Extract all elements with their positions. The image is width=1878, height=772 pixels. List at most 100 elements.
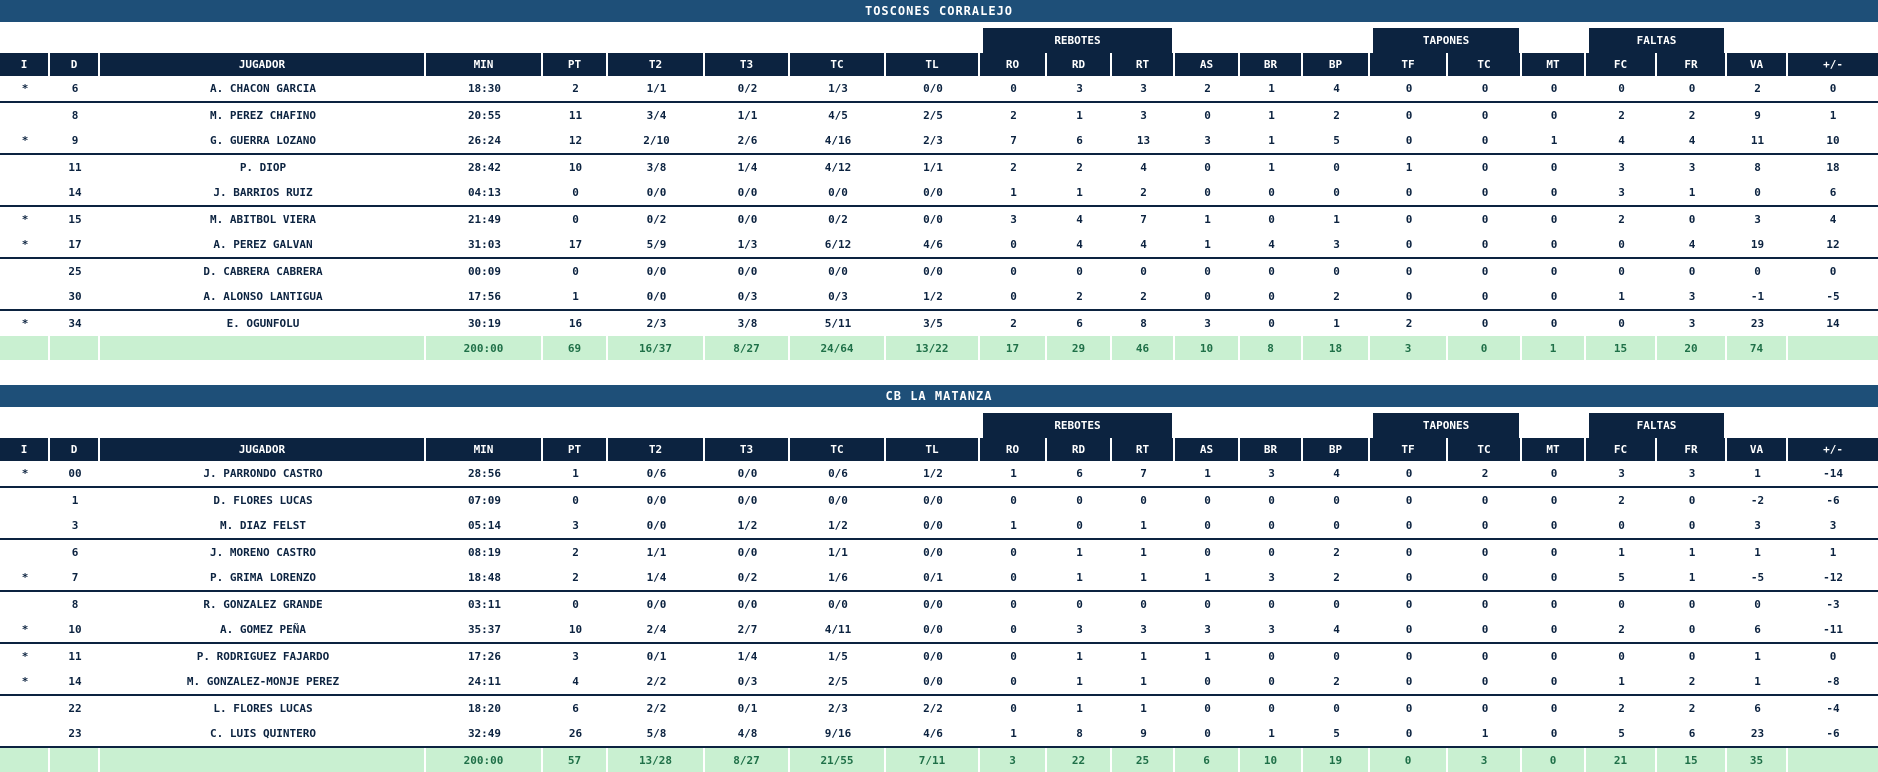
stat-cell: 5/8 xyxy=(608,721,705,748)
stat-cell: 1/3 xyxy=(705,232,790,259)
stat-cell: 1 xyxy=(1618,546,1625,559)
stat-cell: 7 xyxy=(980,128,1047,155)
column-header-fc-18: FC xyxy=(1586,53,1658,76)
stat-cell: 0/3 xyxy=(705,284,790,311)
totals-cell: 0 xyxy=(1370,748,1448,772)
totals-cell xyxy=(100,336,426,360)
totals-cell: 200:00 xyxy=(426,748,543,772)
stat-cell: 35:37 xyxy=(426,617,543,644)
stat-cell: 3 xyxy=(1688,317,1696,330)
column-header-plusminus-21: +/- xyxy=(1788,53,1878,76)
stat-cell: 0 xyxy=(1370,617,1448,644)
totals-cell: 21/55 xyxy=(790,748,886,772)
group-header-faltas: FALTAS xyxy=(1586,28,1728,53)
starter-cell: * xyxy=(0,461,50,488)
stat-cell: 2 xyxy=(1657,669,1728,696)
stat-cell: 0 xyxy=(1481,546,1489,559)
stat-cell: 0 xyxy=(572,213,579,226)
stat-cell: 1/2 xyxy=(886,284,980,311)
dorsal-cell: 7 xyxy=(50,565,100,592)
stat-cell: 6/12 xyxy=(790,232,886,259)
stat-cell: 0 xyxy=(1140,494,1147,507)
totals-cell: 8/27 xyxy=(705,336,790,360)
stat-cell: 7 xyxy=(1140,213,1147,226)
stat-cell: 00:09 xyxy=(467,265,502,278)
totals-cell xyxy=(0,336,50,360)
stat-cell: 0 xyxy=(1010,494,1017,507)
group-header-tapones: TAPONES xyxy=(1370,28,1523,53)
stat-cell: 3 xyxy=(1047,617,1112,644)
stat-cell: 0/0 xyxy=(923,494,943,507)
stat-cell: 3 xyxy=(543,513,608,540)
starter-cell: * xyxy=(21,317,29,330)
stat-cell: 4 xyxy=(1586,128,1658,155)
totals-cell: 20 xyxy=(1657,336,1728,360)
stat-cell: 2 xyxy=(1333,109,1340,122)
stat-cell: 0 xyxy=(1522,617,1587,644)
column-header-bp-14: BP xyxy=(1303,53,1370,76)
player-row: * 14 M. GONZALEZ-MONJE PEREZ 24:11 4 2/2 0/3 2/… xyxy=(0,669,1878,696)
totals-cell: 13/28 xyxy=(608,748,705,772)
player-row: * 11 P. RODRIGUEZ FAJARDO 17:26 3 0/1 1/4 1/5 0/… xyxy=(0,644,1878,669)
stat-cell: 3 xyxy=(1303,232,1370,259)
stat-cell: 10 xyxy=(1788,128,1878,155)
totals-cell: 21 xyxy=(1586,748,1658,772)
totals-cell xyxy=(50,748,100,772)
stat-cell: 2 xyxy=(1010,161,1017,174)
player-name-cell: D. FLORES LUCAS xyxy=(213,494,313,507)
stat-cell: 18:48 xyxy=(426,565,543,592)
stat-cell: 1 xyxy=(980,180,1047,207)
stat-cell: 4 xyxy=(543,669,608,696)
stat-cell: 0 xyxy=(980,284,1047,311)
stat-cell: 0 xyxy=(1481,598,1489,611)
player-row: * 17 A. PEREZ GALVAN 31:03 17 5/9 1/3 6/12 4/6 0 4… xyxy=(0,232,1878,259)
stat-cell: 0/2 xyxy=(705,76,790,103)
stat-cell: 0/0 xyxy=(886,513,980,540)
group-header-faltas: FALTAS xyxy=(1586,413,1728,438)
stat-cell: 2 xyxy=(543,76,608,103)
starter-cell: * xyxy=(0,669,50,696)
dorsal-cell: 34 xyxy=(68,317,82,330)
group-header-row: REBOTES TAPONES FALTAS xyxy=(0,28,1878,53)
player-name-cell: A. ALONSO LANTIGUA xyxy=(100,284,426,311)
stat-cell: 03:11 xyxy=(467,598,502,611)
column-header-rd-10: RD xyxy=(1047,53,1112,76)
team-2-name: CB LA MATANZA xyxy=(885,389,993,403)
totals-cell: 0 xyxy=(1448,336,1523,360)
stat-cell: 0 xyxy=(1010,702,1017,715)
stat-cell: 0 xyxy=(1481,317,1489,330)
totals-cell xyxy=(100,748,426,772)
stat-cell: 0 xyxy=(1268,598,1275,611)
column-header-plusminus-21: +/- xyxy=(1788,438,1878,461)
stat-cell: 0 xyxy=(1010,546,1017,559)
dorsal-cell: 17 xyxy=(50,232,100,259)
stat-cell: 4/11 xyxy=(790,617,886,644)
stat-cell: 1 xyxy=(1047,180,1112,207)
stat-cell: 0 xyxy=(1370,721,1448,748)
stat-cell: 0 xyxy=(1204,546,1211,559)
stat-cell: 4/6 xyxy=(886,232,980,259)
stat-cell: 0 xyxy=(1405,650,1413,663)
stat-cell: 0 xyxy=(1522,513,1587,540)
totals-cell xyxy=(1788,336,1878,360)
player-name-cell: M. GONZALEZ-MONJE PEREZ xyxy=(100,669,426,696)
totals-cell xyxy=(50,336,100,360)
stat-cell: 0 xyxy=(1140,598,1147,611)
stat-cell: 6 xyxy=(1754,702,1761,715)
stat-cell: 3 xyxy=(1240,565,1303,592)
column-header-t2-5: T2 xyxy=(608,53,705,76)
stat-cell: 0 xyxy=(1268,546,1275,559)
stat-cell: 4 xyxy=(1303,76,1370,103)
stat-cell: 1 xyxy=(980,721,1047,748)
stat-cell: 0/0 xyxy=(737,213,758,226)
stat-cell: 1 xyxy=(1047,669,1112,696)
stat-cell: 2 xyxy=(1333,546,1340,559)
stat-cell: 0 xyxy=(1333,265,1340,278)
stat-cell: 3/8 xyxy=(646,161,667,174)
dorsal-cell: 22 xyxy=(68,702,82,715)
stat-cell: 2 xyxy=(1618,109,1625,122)
starter-cell xyxy=(0,259,50,284)
stat-cell: 2/7 xyxy=(705,617,790,644)
stat-cell: -6 xyxy=(1826,494,1840,507)
player-name-cell: J. PARRONDO CASTRO xyxy=(100,461,426,488)
